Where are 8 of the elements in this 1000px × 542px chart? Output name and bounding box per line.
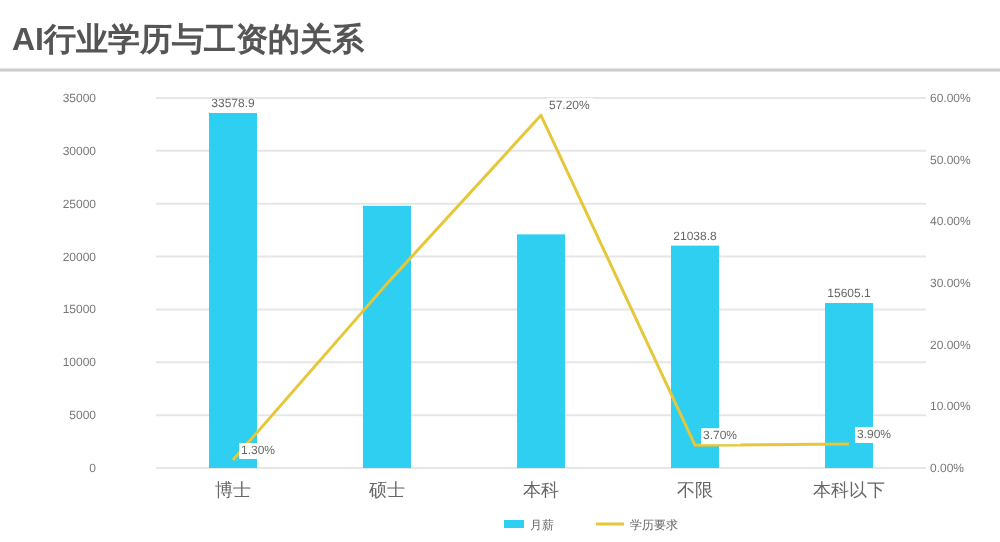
x-tick-label: 不限 xyxy=(677,480,713,500)
bar xyxy=(363,205,411,468)
bar xyxy=(517,234,565,468)
x-tick-label: 博士 xyxy=(215,480,251,500)
x-tick-label: 本科 xyxy=(523,480,559,500)
chart-title: AI行业学历与工资的关系 xyxy=(12,22,366,58)
x-tick-label: 硕士 xyxy=(367,480,405,500)
x-tick-label: 本科以下 xyxy=(813,480,885,500)
